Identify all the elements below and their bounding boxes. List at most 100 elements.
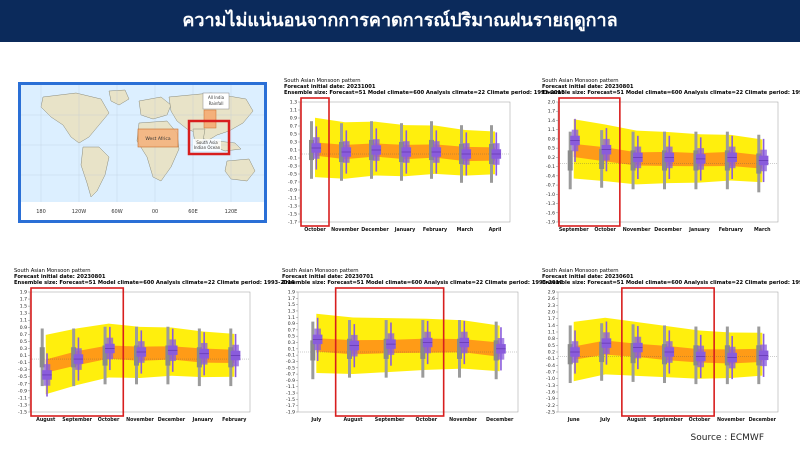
y-tick-label: -2.2 [546,403,555,409]
y-tick-label: -1.3 [546,201,555,207]
y-tick-label: 0.3 [288,340,295,346]
y-tick-label: -0.9 [18,388,27,394]
x-tick-label: January [688,227,710,233]
title-banner: ความไม่แน่นอนจากการคาดการณ์ปริมาณฝนรายฤด… [0,0,800,42]
x-tick-label: August [36,417,56,423]
climate-box [756,345,762,366]
chart-title: South Asian Monsoon pattern [14,268,91,274]
y-tick-label: -0.9 [286,378,295,384]
all-india-label-box [202,92,230,110]
chart-ensemble-info: Ensemble size: Forecast=51 Model climate… [14,280,295,286]
y-tick-label: -0.3 [288,164,297,170]
x-tick-label: June [567,417,581,423]
y-tick-label: 0.7 [20,332,27,338]
chart-title: South Asian Monsoon pattern [282,268,359,274]
y-tick-label: -1.3 [288,204,297,210]
y-tick-label: 0.3 [290,140,297,146]
y-tick-label: 0.2 [548,350,555,356]
y-tick-label: -1.5 [286,397,295,403]
y-tick-label: 0.1 [20,353,27,359]
y-tick-label: 1.7 [548,316,555,322]
y-tick-label: 0.9 [290,116,297,122]
y-tick-label: 1.4 [548,323,555,329]
y-tick-label: 2.9 [548,290,555,296]
y-tick-label: -0.1 [546,356,555,362]
y-tick-label: 1.1 [20,318,27,324]
y-tick-label: -0.3 [18,367,27,373]
x-tick-label: November [717,417,745,423]
x-tick-label: March [457,227,474,233]
all-india-label-line2: Rainfall [209,101,224,106]
x-tick-label: November [623,227,651,233]
x-tick-label: November [331,227,359,233]
y-tick-label: 1.1 [290,108,297,114]
y-tick-label: 2.6 [548,296,555,302]
chart-svg: 2.0 1.7 1.4 1.1 0.8 0.5 0.2 -0.1 -0.4 -0.7 -1.0 -1.… [546,97,779,233]
south-asia-label-line1: South Asia [196,140,218,145]
y-tick-label: 2.0 [548,100,555,106]
lon-tick: 120W [72,209,87,215]
y-tick-label: 1.3 [288,308,295,314]
y-tick-label: -1.3 [286,391,295,397]
x-tick-label: August [343,417,363,423]
chart-panel-aug-init-b: South Asian Monsoon pattern Forecast init… [8,268,295,428]
climate-box [457,338,462,359]
y-tick-label: -1.1 [288,196,297,202]
y-tick-label: 1.9 [288,290,295,296]
y-tick-label: 0.8 [548,336,555,342]
y-tick-label: 0.7 [290,124,297,130]
x-tick-label: October [416,417,438,423]
y-tick-label: -0.7 [546,183,555,189]
highlight-box [621,287,715,417]
x-tick-label: December [486,417,514,423]
all-india-label-line1: All India [208,95,225,100]
chart-ensemble-info: Ensemble size: Forecast=51 Model climate… [284,90,565,96]
x-tick-label: February [423,227,448,233]
highlight-box [334,287,445,417]
climate-box [39,347,45,368]
y-tick-label: -1.0 [546,376,555,382]
climate-box [630,150,636,171]
all-india-region [203,109,217,129]
x-tick-label: December [361,227,389,233]
chart-title: South Asian Monsoon pattern [284,78,361,84]
y-tick-label: -1.9 [546,396,555,402]
y-tick-label: -1.6 [546,390,555,396]
chart-panel-aug-init-a: South Asian Monsoon pattern Forecast init… [536,78,800,238]
page-title: ความไม่แน่นอนจากการคาดการณ์ปริมาณฝนรายฤด… [182,10,618,31]
south-asia-label-line2: Indian Ocean [194,145,221,150]
lon-tick: 180 [36,209,46,215]
y-tick-label: 0.8 [548,136,555,142]
chart-panel-oct-init: South Asian Monsoon pattern Forecast init… [278,78,565,238]
x-tick-label: July [599,417,611,423]
y-tick-label: -0.7 [286,372,295,378]
y-tick-label: -1.1 [18,395,27,401]
y-tick-label: 0.7 [288,327,295,333]
x-tick-label: September [653,417,683,423]
chart-svg: 2.92.62.32.01.71.41.10.80.50.2-0.1-0.4-0… [546,287,779,423]
y-tick-label: -2.5 [546,410,555,416]
x-tick-label: August [627,417,647,423]
y-tick-label: -0.5 [18,374,27,380]
climate-box [599,341,605,363]
y-tick-label: 2.0 [548,310,555,316]
y-tick-label: -0.4 [546,363,555,369]
y-tick-label: -1.3 [546,383,555,389]
climate-box [630,343,636,364]
highlight-box [30,287,125,417]
source-credit: Source : ECMWF [690,433,764,443]
climate-box [383,338,389,359]
y-tick-label: -0.1 [18,360,27,366]
highlight-box [300,97,330,227]
x-tick-label: December [158,417,186,423]
y-tick-label: -1.0 [546,192,555,198]
y-tick-label: -1.7 [288,220,297,226]
y-tick-label: 0.1 [290,148,297,154]
x-tick-label: February [222,417,247,423]
west-africa-label: West Africa [145,136,171,142]
x-tick-label: October [594,227,616,233]
y-tick-label: -0.5 [288,172,297,178]
y-tick-label: -1.5 [288,212,297,218]
chart-initial-date: Forecast initial date: 20230801 [14,274,106,280]
x-tick-label: April [489,227,502,233]
